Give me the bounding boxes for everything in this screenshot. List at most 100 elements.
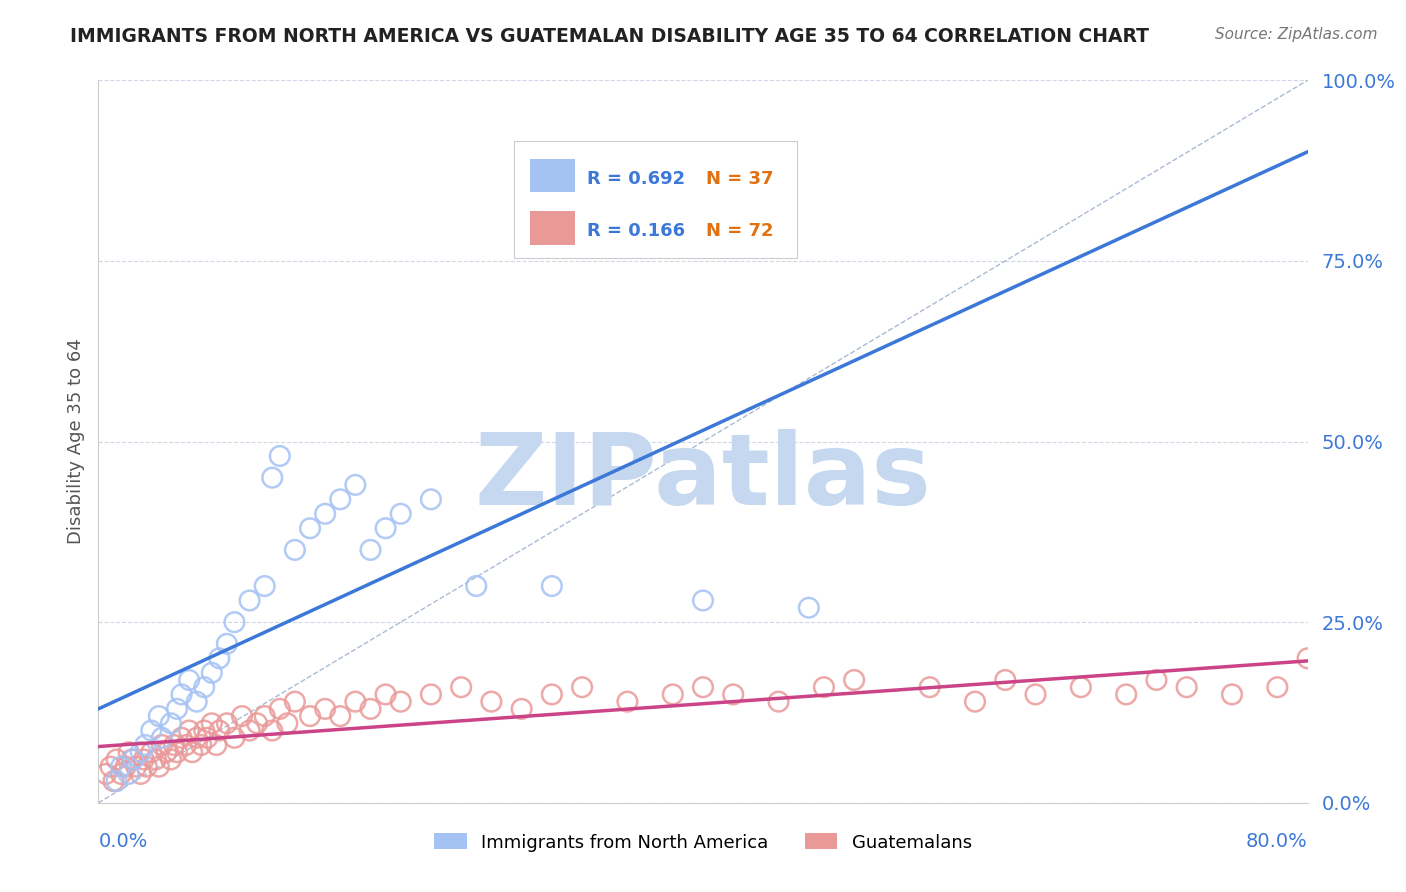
Point <box>110 760 132 774</box>
Point <box>193 723 215 738</box>
Point <box>125 760 148 774</box>
Point <box>121 752 143 766</box>
Point <box>284 542 307 557</box>
Point <box>166 702 188 716</box>
Point <box>360 702 382 716</box>
Point <box>540 687 562 701</box>
Point <box>224 731 246 745</box>
Point <box>540 579 562 593</box>
Point <box>1115 687 1137 701</box>
Point <box>661 218 683 232</box>
Point <box>181 745 204 759</box>
Point <box>262 723 284 738</box>
Point <box>208 651 231 665</box>
Point <box>166 745 188 759</box>
Point <box>135 760 157 774</box>
Point <box>299 709 322 723</box>
Point <box>661 687 683 701</box>
Point <box>329 492 352 507</box>
Text: 0.0%: 0.0% <box>98 831 148 851</box>
Point <box>314 507 336 521</box>
Point <box>253 709 276 723</box>
Text: N = 72: N = 72 <box>706 222 773 241</box>
Point <box>1024 687 1046 701</box>
Y-axis label: Disability Age 35 to 64: Disability Age 35 to 64 <box>66 339 84 544</box>
Text: R = 0.166: R = 0.166 <box>586 222 685 241</box>
Point <box>174 738 197 752</box>
Point <box>450 680 472 694</box>
Point <box>276 716 298 731</box>
Point <box>103 774 125 789</box>
Point <box>239 593 262 607</box>
Point <box>692 680 714 694</box>
Point <box>160 752 183 766</box>
Point <box>201 665 224 680</box>
Point <box>246 716 269 731</box>
Point <box>571 680 593 694</box>
Point <box>813 680 835 694</box>
Point <box>110 767 132 781</box>
Text: 80.0%: 80.0% <box>1246 831 1308 851</box>
Point <box>163 738 186 752</box>
Point <box>141 723 163 738</box>
Point <box>420 492 443 507</box>
Point <box>329 709 352 723</box>
Point <box>105 774 128 789</box>
Text: R = 0.692: R = 0.692 <box>586 169 685 188</box>
Point <box>94 767 117 781</box>
Point <box>208 723 231 738</box>
Point <box>132 752 155 766</box>
Point <box>148 760 170 774</box>
Point <box>145 752 167 766</box>
Point <box>269 449 291 463</box>
Text: IMMIGRANTS FROM NORTH AMERICA VS GUATEMALAN DISABILITY AGE 35 TO 64 CORRELATION : IMMIGRANTS FROM NORTH AMERICA VS GUATEMA… <box>70 27 1149 45</box>
Point <box>201 716 224 731</box>
Point <box>1267 680 1289 694</box>
Point <box>150 738 173 752</box>
Point <box>1296 651 1319 665</box>
Point <box>1070 680 1092 694</box>
Point <box>179 673 201 687</box>
Point <box>344 478 367 492</box>
Point <box>148 709 170 723</box>
Point <box>844 673 866 687</box>
Point <box>965 695 987 709</box>
Point <box>1146 673 1168 687</box>
Point <box>360 542 382 557</box>
Point <box>122 752 145 766</box>
Point <box>118 745 141 759</box>
Point <box>389 695 412 709</box>
Point <box>284 695 307 709</box>
Point <box>269 702 291 716</box>
Point <box>262 471 284 485</box>
Text: ZIPatlas: ZIPatlas <box>475 429 931 526</box>
Point <box>170 731 193 745</box>
Point <box>179 723 201 738</box>
Point <box>193 680 215 694</box>
Point <box>186 695 208 709</box>
Point <box>105 752 128 766</box>
Point <box>374 687 396 701</box>
Point <box>994 673 1017 687</box>
Point <box>389 507 412 521</box>
Point <box>190 738 212 752</box>
Point <box>797 600 820 615</box>
Point <box>231 709 253 723</box>
Point <box>253 579 276 593</box>
Point <box>344 695 367 709</box>
Point <box>100 760 122 774</box>
Point <box>114 760 136 774</box>
Point <box>129 745 152 759</box>
Text: Source: ZipAtlas.com: Source: ZipAtlas.com <box>1215 27 1378 42</box>
Point <box>129 767 152 781</box>
Legend: Immigrants from North America, Guatemalans: Immigrants from North America, Guatemala… <box>427 826 979 859</box>
Point <box>723 687 745 701</box>
Point <box>215 637 238 651</box>
Point <box>155 745 177 759</box>
Point <box>224 615 246 630</box>
Point <box>170 687 193 701</box>
Text: N = 37: N = 37 <box>706 169 773 188</box>
Point <box>160 716 183 731</box>
Point <box>150 731 173 745</box>
Point <box>768 695 790 709</box>
